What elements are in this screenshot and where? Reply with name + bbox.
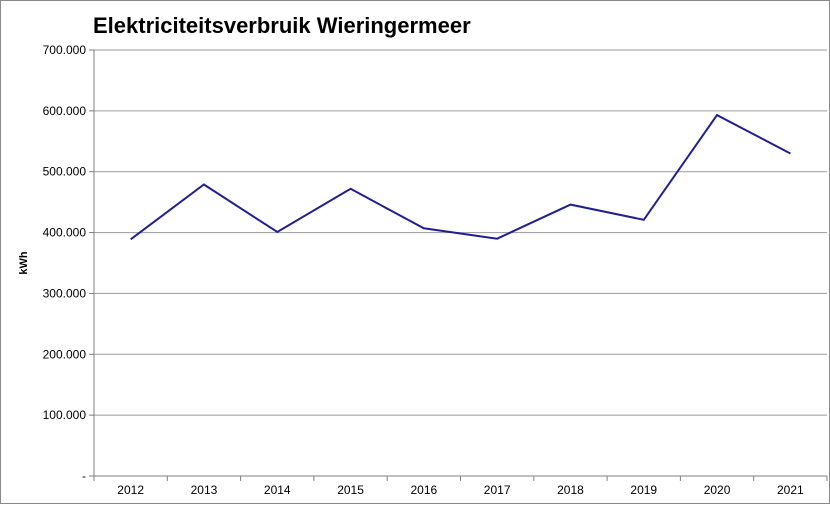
x-tick-label: 2016 <box>410 483 437 497</box>
x-tick-label: 2021 <box>777 483 804 497</box>
y-tick-label: - <box>82 469 86 483</box>
y-tick-label: 600.000 <box>43 104 87 118</box>
y-axis-title: kWh <box>18 251 30 275</box>
x-tick-label: 2018 <box>557 483 584 497</box>
series-line <box>131 115 791 239</box>
y-tick-label: 100.000 <box>43 408 87 422</box>
x-tick-label: 2013 <box>191 483 218 497</box>
x-tick-label: 2014 <box>264 483 291 497</box>
x-tick-label: 2015 <box>337 483 364 497</box>
x-tick-label: 2020 <box>704 483 731 497</box>
x-tick-label: 2019 <box>630 483 657 497</box>
x-tick-label: 2017 <box>484 483 511 497</box>
y-tick-label: 400.000 <box>43 226 87 240</box>
y-tick-label: 500.000 <box>43 165 87 179</box>
x-tick-label: 2012 <box>117 483 144 497</box>
series-layer <box>131 115 791 239</box>
axes-layer <box>94 50 827 476</box>
y-tick-label: 700.000 <box>43 43 87 57</box>
y-ticks-layer: - 100.000 200.000 300.000 400.000 500.000 600.… <box>43 43 94 483</box>
y-tick-label: 300.000 <box>43 286 87 300</box>
x-ticks-layer: 2012 2013 2014 2015 2016 2017 2018 2019 2020 2021 <box>94 476 827 497</box>
y-tick-label: 200.000 <box>43 347 87 361</box>
